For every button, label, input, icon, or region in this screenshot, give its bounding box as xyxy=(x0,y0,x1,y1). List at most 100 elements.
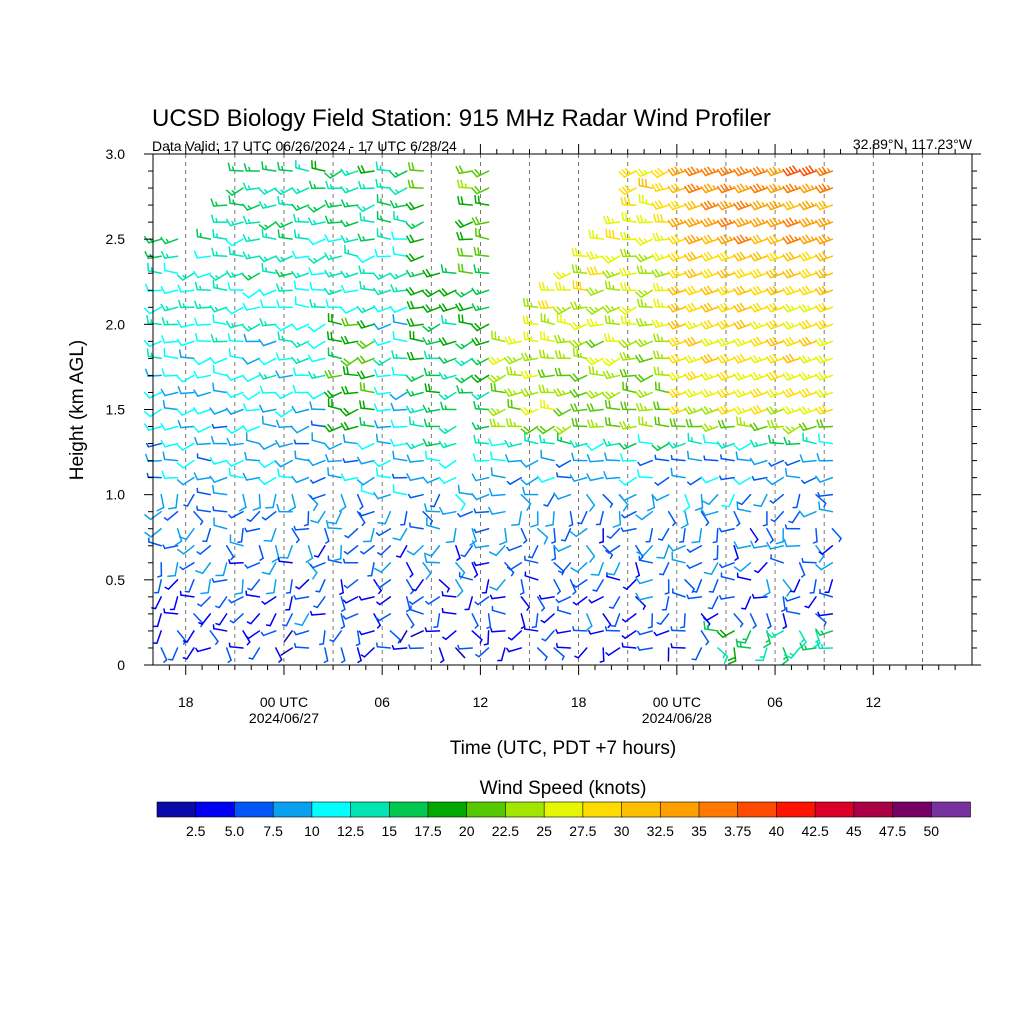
barb-half-flag xyxy=(660,254,664,259)
wind-barb xyxy=(400,510,408,526)
barb-shaft xyxy=(716,527,719,543)
wind-barb xyxy=(667,387,686,398)
barb-half-flag xyxy=(263,374,268,379)
wind-barb xyxy=(487,407,506,417)
barb-shaft xyxy=(813,579,817,594)
wind-barb xyxy=(460,545,473,558)
wind-barb xyxy=(686,476,703,486)
barb-half-flag xyxy=(820,630,825,635)
wind-barb xyxy=(653,366,670,377)
barb-flag xyxy=(619,231,624,241)
barb-flag xyxy=(772,302,779,311)
wind-barb xyxy=(736,572,752,581)
barb-flag xyxy=(647,506,656,512)
barb-flag xyxy=(425,304,432,312)
barb-shaft xyxy=(269,613,277,627)
barb-flag xyxy=(716,356,723,364)
wind-barb xyxy=(275,647,283,663)
barb-flag xyxy=(225,239,233,247)
barb-flag xyxy=(457,590,464,598)
barb-shaft xyxy=(377,272,392,280)
barb-flag xyxy=(720,389,726,397)
barb-half-flag xyxy=(818,551,824,555)
barb-half-flag xyxy=(313,373,317,379)
barb-shaft xyxy=(147,459,162,463)
barb-flag xyxy=(690,234,697,242)
barb-shaft xyxy=(815,527,818,543)
barb-flag xyxy=(756,404,762,413)
barb-shaft xyxy=(182,459,195,469)
barb-half-flag xyxy=(578,304,582,309)
barb-shaft xyxy=(414,579,424,592)
barb-flag xyxy=(392,245,395,255)
barb-shaft xyxy=(279,459,293,468)
wind-barb xyxy=(184,579,195,593)
colorbar-swatch xyxy=(388,801,429,818)
barb-flag xyxy=(193,370,199,379)
barb-flag xyxy=(575,264,579,274)
wind-barb xyxy=(374,248,392,258)
wind-barb xyxy=(242,251,261,260)
barb-flag xyxy=(766,419,772,429)
barb-half-flag xyxy=(712,540,718,544)
barb-shaft xyxy=(294,646,310,649)
barb-flag xyxy=(667,356,674,364)
barb-shaft xyxy=(360,459,375,465)
barb-shaft xyxy=(272,493,277,509)
barb-flag xyxy=(411,162,415,172)
barb-flag xyxy=(356,342,364,349)
barb-flag xyxy=(474,168,481,176)
barb-half-flag xyxy=(719,594,723,600)
barb-half-flag xyxy=(784,597,789,602)
barb-shaft xyxy=(695,647,703,661)
barb-flag xyxy=(671,167,677,176)
barb-shaft xyxy=(737,508,752,513)
barb-flag xyxy=(671,320,677,329)
barb-shaft xyxy=(622,527,637,533)
wind-barb xyxy=(176,338,195,347)
wind-barb xyxy=(423,418,441,428)
barb-flag xyxy=(756,200,762,208)
barb-flag xyxy=(635,514,643,521)
barb-flag xyxy=(690,302,697,311)
barb-flag xyxy=(733,407,740,415)
wind-barb xyxy=(325,180,343,190)
wind-barb xyxy=(735,638,752,649)
barb-flag xyxy=(606,370,612,379)
barb-half-flag xyxy=(446,587,450,593)
barb-flag xyxy=(586,251,592,260)
barb-shaft xyxy=(193,510,204,523)
barb-flag xyxy=(653,366,657,376)
barb-shaft xyxy=(361,255,375,263)
barb-flag xyxy=(291,356,298,365)
wind-barb xyxy=(667,441,686,449)
wind-barb xyxy=(225,647,232,664)
barb-flag xyxy=(700,476,707,484)
barb-flag xyxy=(816,419,821,428)
barb-shaft xyxy=(278,203,293,206)
barb-flag xyxy=(357,233,362,242)
barb-shaft xyxy=(264,596,277,605)
barb-flag xyxy=(586,403,592,412)
barb-half-flag xyxy=(378,360,383,365)
barb-shaft xyxy=(460,289,473,298)
barb-flag xyxy=(749,254,756,262)
barb-shaft xyxy=(623,510,637,519)
wind-barb xyxy=(749,251,768,262)
wind-barb xyxy=(781,647,789,666)
barb-shaft xyxy=(163,340,179,344)
barb-flag xyxy=(739,183,746,191)
colorbar-label: 47.5 xyxy=(879,823,906,839)
barb-half-flag xyxy=(709,373,713,379)
wind-barb xyxy=(569,440,588,448)
barb-shaft xyxy=(815,630,821,645)
wind-barb xyxy=(654,381,670,394)
barb-flag xyxy=(716,407,723,415)
barb-shaft xyxy=(772,493,784,504)
barb-half-flag xyxy=(196,505,199,511)
barb-half-flag xyxy=(362,206,367,211)
wind-barb xyxy=(473,400,490,411)
barb-flag xyxy=(769,201,776,210)
barb-flag xyxy=(739,166,746,174)
barb-half-flag xyxy=(211,578,215,583)
